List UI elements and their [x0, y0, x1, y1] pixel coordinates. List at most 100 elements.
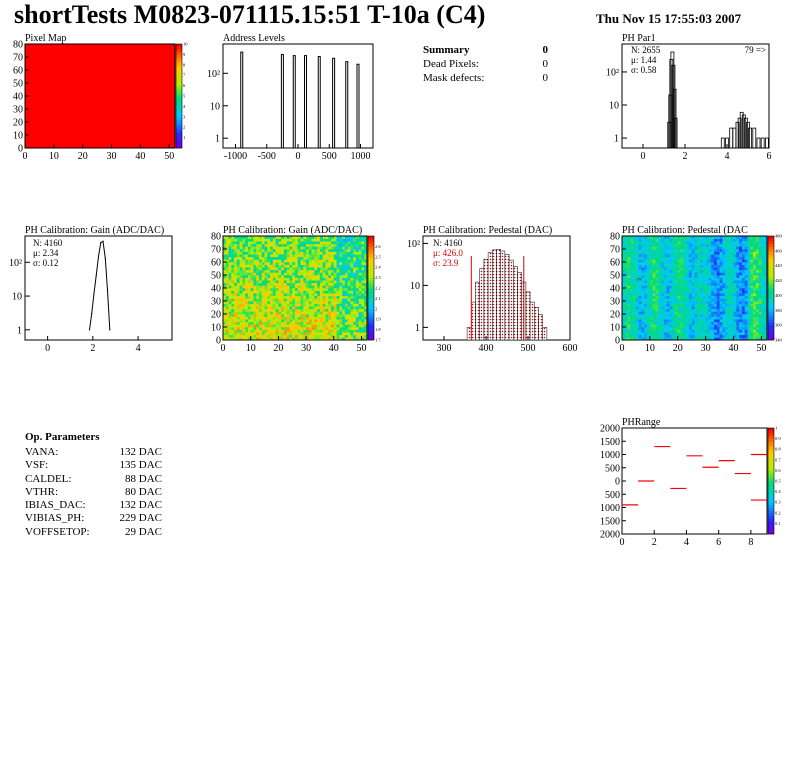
gain2d-cell — [308, 254, 312, 258]
gain2d-cell — [314, 251, 318, 255]
pedestal2d-cell — [697, 290, 701, 294]
gain2d-cell — [275, 293, 279, 297]
gain2d-cell — [225, 295, 229, 299]
gain2d-cell — [319, 311, 323, 315]
pedestal2d-cell — [677, 282, 681, 286]
gain2d-cell — [336, 272, 340, 276]
gain2d-cell — [245, 293, 249, 297]
pedestal2d-cell — [635, 308, 640, 312]
phrange-xtick-label: 4 — [684, 537, 689, 548]
gain2d-cell — [300, 238, 304, 242]
pedestal2d-cell — [697, 332, 701, 336]
gain2d-cell — [333, 267, 337, 271]
gain2d-cell — [319, 280, 323, 284]
pixelmap-colorbar-cell — [176, 119, 182, 123]
gain2d-cell — [289, 288, 293, 291]
pedestal2d-cell — [744, 251, 748, 255]
pedestal2d-cell — [652, 236, 656, 239]
gain2d-cell — [295, 334, 299, 338]
pedestal2d-cell — [638, 303, 642, 307]
pedestal2d-cell — [655, 324, 659, 328]
pedestal2d-cell — [758, 236, 762, 239]
gain2d-cell — [325, 241, 329, 245]
pedestal2d-cell — [672, 246, 676, 250]
pedestal2d-cell — [697, 275, 701, 278]
pedestal2d-cell — [733, 238, 737, 242]
pedestal2d-cell — [624, 243, 628, 247]
pedestal2d-cell — [761, 256, 765, 260]
gain2d-cell — [317, 290, 321, 294]
gain2d-xtick-label: 0 — [221, 343, 226, 354]
pedestal2d-cell — [727, 293, 732, 297]
pedestal2d-cell — [663, 285, 667, 289]
pedestal2d-cell — [630, 280, 634, 284]
gain2d-cell — [347, 314, 351, 317]
pedestal2d-cell — [719, 303, 723, 307]
pedestal2d-cell — [730, 275, 734, 278]
pedestal2d-cell — [702, 280, 706, 284]
pedestal2d-cell — [674, 314, 679, 317]
gain2d-cell — [295, 256, 299, 260]
gain2d-cell — [342, 249, 346, 252]
gain2d-cell — [347, 259, 351, 263]
gain2d-cell — [292, 254, 296, 258]
gain2d-cell — [364, 282, 368, 286]
pedestal2d-cell — [716, 238, 720, 242]
pedestal2d-cell — [727, 246, 732, 250]
gain2d-cell — [331, 301, 335, 304]
pedestal2d-cell — [622, 256, 626, 260]
gain2d-cell — [364, 264, 368, 268]
gain2d-cell — [256, 277, 260, 281]
pedestal2d-colorbar — [767, 235, 775, 341]
gain2d-cell — [283, 334, 287, 338]
pedestal2d-cell — [683, 311, 687, 315]
gain2d-cell — [350, 243, 354, 247]
gain2d-cell — [253, 259, 257, 263]
pedestal2d-cell — [753, 238, 757, 242]
gain2d-cell — [223, 301, 227, 304]
pedestal2d-cell — [736, 337, 740, 341]
pedestal2d-cell — [702, 262, 706, 265]
pedestal2d-cell — [633, 236, 637, 239]
gain2d-cell — [355, 290, 359, 294]
gain2d-cell — [317, 277, 321, 281]
gain2d-cell — [250, 306, 254, 310]
pedestal2d-cell — [727, 280, 732, 284]
pedestal2d-cell — [630, 308, 634, 312]
pedestal2d-cell — [722, 262, 726, 265]
gain2d-cell — [295, 308, 299, 312]
gain2d-cell — [325, 337, 329, 341]
param-row: VOFFSETOP: 29 DAC — [25, 526, 162, 539]
gain2d-cell — [264, 241, 268, 245]
gain2d-cell — [344, 314, 348, 317]
gain2d-cell — [347, 324, 351, 328]
gain2d-cell — [247, 238, 251, 242]
gain2d-cell — [364, 324, 368, 328]
pedestal2d-cell — [739, 249, 743, 252]
pedestal2d-cell — [666, 334, 670, 338]
gain2d-cell — [311, 249, 315, 252]
pedestal2d-cell — [716, 316, 720, 320]
gain2d-cell — [328, 337, 332, 341]
gain2d-cell — [223, 249, 227, 252]
gain2d-cell — [333, 293, 337, 297]
gain2d-cell — [308, 275, 312, 278]
pedestal2d-cell — [722, 306, 726, 310]
gain2d-cell — [264, 321, 268, 325]
pedestal2d-cell — [680, 316, 684, 320]
gain2d-cell — [353, 264, 357, 268]
pedestal2d-cell — [755, 246, 759, 250]
gain2d-cell — [358, 275, 362, 278]
gain2d-cell — [353, 295, 357, 299]
gain2d-cell — [353, 254, 357, 258]
pedestal2d-cell — [680, 267, 684, 271]
gain2d-cell — [336, 251, 340, 255]
pedestal2d-cell — [758, 327, 762, 330]
gain2d-cell — [355, 288, 359, 291]
pedestal2d-cell — [641, 275, 645, 278]
pedestal2d-cell — [719, 332, 723, 336]
pedestal2d-cell — [764, 259, 768, 263]
pedestal2d-cell — [711, 262, 715, 265]
pedestal2d-cell — [647, 275, 651, 278]
pedestal2d-cell — [714, 285, 718, 289]
